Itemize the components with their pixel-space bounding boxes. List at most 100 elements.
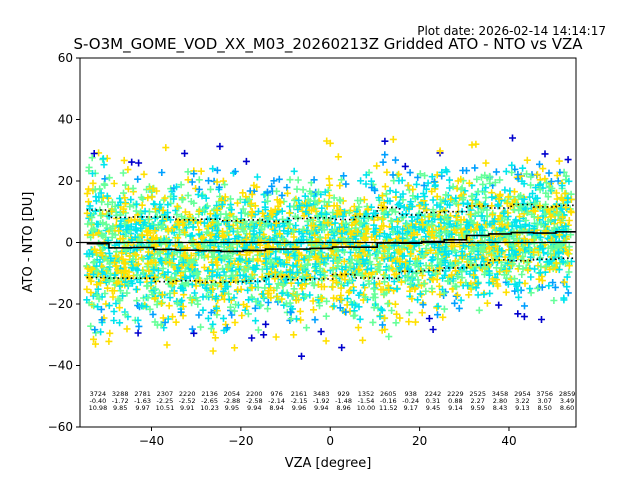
data-point (422, 233, 430, 241)
data-point (164, 213, 172, 221)
data-point (341, 248, 348, 256)
data-point (367, 270, 375, 278)
data-point (242, 157, 250, 165)
data-point (418, 291, 425, 299)
data-point (89, 231, 97, 239)
data-point (273, 293, 281, 300)
data-point (385, 245, 393, 253)
bin-std-label: 8.60 (560, 404, 574, 412)
data-point (511, 287, 519, 295)
data-point (234, 260, 242, 268)
data-point (562, 172, 570, 180)
data-point (149, 310, 157, 318)
data-point (297, 240, 305, 248)
data-point (104, 200, 112, 208)
data-point (529, 190, 536, 197)
data-point (333, 210, 341, 218)
data-point (207, 309, 215, 317)
data-point (144, 215, 152, 223)
data-point (250, 230, 258, 238)
data-point (451, 282, 459, 290)
data-point (370, 216, 378, 224)
data-point (301, 192, 309, 200)
data-point (88, 266, 96, 273)
statistics-lines (80, 203, 576, 283)
data-point (198, 235, 206, 243)
data-point (524, 266, 532, 274)
data-point (439, 313, 447, 321)
data-point (355, 258, 363, 266)
data-point (362, 171, 370, 179)
data-point (238, 312, 246, 319)
data-point (457, 175, 465, 183)
data-point (272, 333, 280, 341)
data-point (527, 181, 535, 189)
data-point (520, 195, 528, 203)
data-point (91, 185, 99, 193)
data-point (297, 316, 305, 324)
data-point (254, 326, 262, 334)
data-point (400, 203, 408, 211)
data-point (138, 302, 146, 310)
data-point (267, 294, 275, 302)
bin-mean-label: -0.24 (402, 397, 419, 405)
data-point (450, 226, 458, 234)
data-point (388, 207, 396, 215)
data-point (508, 222, 516, 230)
data-point (329, 266, 337, 274)
data-point (555, 248, 563, 256)
data-point (168, 188, 176, 196)
bin-std-label: 9.17 (403, 404, 417, 412)
data-point (83, 285, 91, 293)
data-point (276, 259, 284, 267)
data-point (323, 137, 331, 145)
data-point (159, 206, 167, 214)
data-point (396, 258, 404, 265)
data-point (206, 210, 214, 218)
data-point (274, 280, 282, 288)
data-point (101, 181, 109, 189)
data-point (89, 259, 97, 267)
data-point (292, 296, 300, 304)
data-point (346, 277, 353, 285)
data-point (307, 207, 315, 214)
data-point (545, 282, 553, 290)
data-point (179, 286, 187, 294)
data-point (88, 154, 96, 162)
data-point (502, 167, 510, 175)
data-point (359, 336, 367, 344)
data-point (219, 265, 227, 273)
data-point (437, 215, 445, 223)
data-point (104, 284, 111, 292)
data-point (493, 280, 501, 288)
data-point (469, 283, 477, 291)
data-point (284, 291, 292, 299)
data-point (486, 172, 494, 180)
data-point (152, 242, 160, 250)
data-point (560, 278, 568, 286)
data-point (475, 306, 483, 314)
data-point (177, 181, 185, 189)
data-point (215, 183, 223, 191)
data-point (511, 188, 518, 196)
data-point (530, 225, 538, 233)
data-point (132, 285, 140, 293)
data-point (393, 235, 400, 243)
plot-date: Plot date: 2026-02-14 14:14:17 (417, 24, 606, 38)
data-point (318, 204, 326, 212)
data-point (252, 317, 259, 325)
data-point (472, 140, 480, 148)
data-point (85, 273, 93, 281)
data-point (127, 196, 135, 204)
data-point (381, 137, 389, 145)
data-point (195, 185, 203, 193)
data-point (532, 184, 540, 192)
data-point (326, 181, 334, 189)
data-point (518, 271, 526, 278)
data-point (307, 222, 315, 230)
data-point (188, 178, 196, 186)
data-point (399, 234, 407, 242)
data-point (257, 225, 265, 233)
data-point (245, 296, 252, 304)
data-point (370, 228, 378, 236)
